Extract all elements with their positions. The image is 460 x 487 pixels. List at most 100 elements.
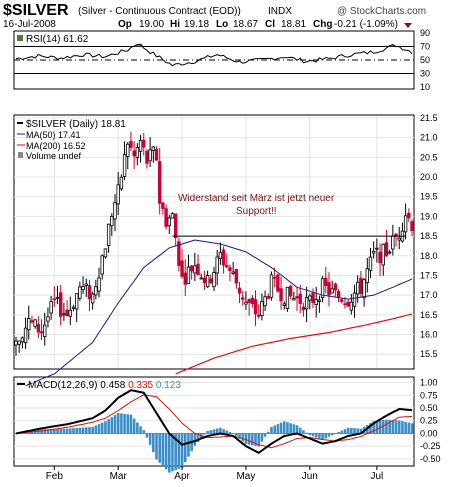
x-tick-label: Feb <box>46 471 64 482</box>
candle-body <box>158 162 161 204</box>
macd-histogram-bar <box>395 420 398 433</box>
annotation-line-2: Support!! <box>236 206 277 217</box>
candle-body <box>408 213 411 218</box>
macd-histogram-bar <box>216 429 219 434</box>
candle-body <box>155 149 158 160</box>
candle-body <box>21 338 24 342</box>
macd-tick-label: 0.50 <box>420 403 438 413</box>
candle-body <box>366 269 369 283</box>
candle-body <box>133 151 136 156</box>
candle-body <box>286 287 289 308</box>
macd-histogram-bar <box>312 433 315 436</box>
macd-histogram-bar <box>347 428 350 434</box>
candle-body <box>376 248 379 249</box>
macd-histogram-bar <box>194 433 197 445</box>
down-arrow-icon <box>404 23 412 28</box>
candle-body <box>34 320 37 326</box>
candle-body <box>392 236 395 249</box>
candle-body <box>318 300 321 301</box>
macd-histogram-bar <box>222 429 225 433</box>
candle-body <box>43 325 46 336</box>
macd-histogram-bar <box>296 425 299 433</box>
macd-histogram-bar <box>142 430 145 433</box>
macd-histogram-bar <box>85 427 88 433</box>
macd-histogram-bar <box>111 417 114 433</box>
x-tick-label: Mar <box>110 471 128 482</box>
macd-histogram-bar <box>315 433 318 437</box>
price-tick-label: 21.0 <box>420 133 438 143</box>
candle-body <box>56 297 59 298</box>
macd-histogram-bar <box>162 433 165 466</box>
low-value: 18.67 <box>233 19 258 30</box>
macd-histogram-bar <box>392 420 395 433</box>
candle-body <box>190 266 193 271</box>
candle-body <box>37 325 40 333</box>
annotation-line-1: Widerstand seit März ist jetzt neuer <box>178 193 335 204</box>
candle-body <box>264 297 267 306</box>
price-tick-label: 20.5 <box>420 152 438 162</box>
macd-histogram-bar <box>293 424 296 433</box>
macd-histogram-bar <box>126 414 129 433</box>
macd-histogram-bar <box>114 415 117 433</box>
candle-body <box>379 252 382 262</box>
price-tick-label: 18.0 <box>420 251 438 261</box>
macd-histogram-bar <box>245 433 248 444</box>
candle-body <box>181 261 184 276</box>
open-value: 19.00 <box>139 19 164 30</box>
macd-histogram-bar <box>356 428 359 433</box>
macd-histogram-bar <box>158 433 161 462</box>
macd-histogram-bar <box>248 433 251 444</box>
candle-body <box>277 275 280 291</box>
macd-histogram-bar <box>411 423 414 433</box>
macd-histogram-bar <box>139 426 142 433</box>
candle-body <box>149 150 152 161</box>
candle-body <box>114 203 117 219</box>
candle-body <box>385 243 388 256</box>
macd-histogram-bar <box>309 433 312 435</box>
volume-legend: Volume undef <box>26 151 82 161</box>
macd-histogram-bar <box>225 431 228 434</box>
macd-histogram-bar <box>120 413 123 433</box>
candle-body <box>50 302 53 313</box>
candle-body <box>184 273 187 284</box>
candle-body <box>139 140 142 151</box>
close-label: Cl <box>265 19 275 30</box>
macd-histogram-bar <box>408 423 411 434</box>
candle-body <box>104 249 107 257</box>
macd-histogram-bar <box>59 429 62 434</box>
macd-histogram-bar <box>88 427 91 433</box>
macd-histogram-bar <box>283 421 286 433</box>
candle-body <box>344 304 347 305</box>
candle-body <box>331 289 334 293</box>
candle-body <box>142 140 145 147</box>
macd-histogram-bar <box>136 422 139 433</box>
macd-histogram-bar <box>149 433 152 444</box>
macd-histogram-bar <box>165 433 168 469</box>
macd-histogram-bar <box>302 430 305 433</box>
candle-body <box>130 141 133 147</box>
candle-body <box>197 264 200 275</box>
macd-histogram-bar <box>184 433 187 462</box>
macd-histogram-bar <box>229 432 232 433</box>
candle-body <box>213 273 216 287</box>
macd-histogram-bar <box>98 424 101 433</box>
candle-body <box>356 282 359 294</box>
low-label: Lo <box>216 19 228 30</box>
candle-body <box>299 294 302 303</box>
macd-histogram-bar <box>101 423 104 434</box>
x-tick-label: Jun <box>302 471 318 482</box>
macd-histogram-bar <box>66 429 69 434</box>
candle-body <box>312 293 315 303</box>
candle-body <box>120 177 123 189</box>
candle-body <box>174 214 177 238</box>
macd-histogram-bar <box>404 422 407 434</box>
candle-body <box>353 293 356 306</box>
macd-histogram-bar <box>350 428 353 433</box>
macd-histogram-bar <box>261 433 264 441</box>
x-tick-label: May <box>236 471 255 482</box>
symbol-description: (Silver - Continuous Contract (EOD)) <box>78 6 241 17</box>
macd-histogram-bar <box>280 423 283 434</box>
macd-histogram-bar <box>72 428 75 433</box>
macd-legend-prefix: MACD(12,26,9) <box>28 380 97 391</box>
candle-body <box>200 278 203 279</box>
